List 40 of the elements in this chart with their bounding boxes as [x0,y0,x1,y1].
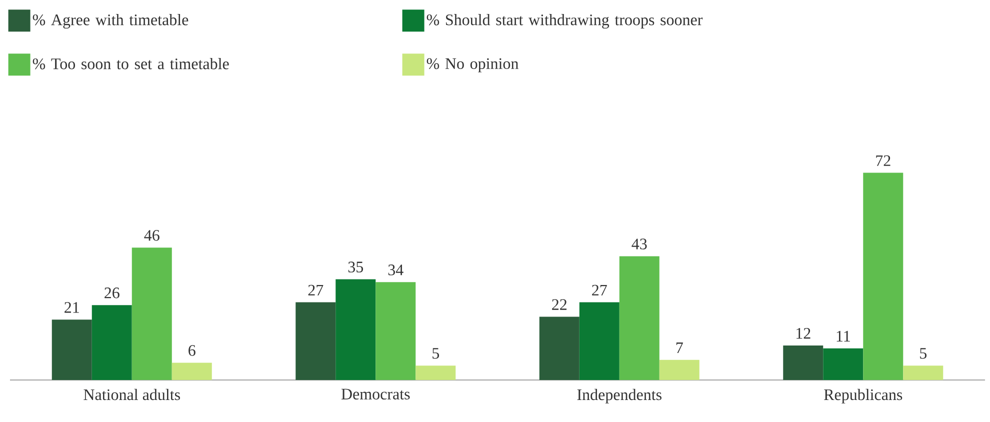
bar [132,248,172,380]
bar [903,366,944,380]
legend-label: % Should start withdrawing troops sooner [426,14,703,29]
bar [336,279,376,380]
x-tick-label: Independents [577,388,662,404]
data-label: 12 [796,328,810,339]
data-label: 27 [308,284,324,296]
data-label: 11 [836,330,850,342]
data-label: 26 [104,288,120,298]
data-label: 5 [920,348,927,359]
data-label: 34 [388,264,404,276]
data-label: 35 [348,262,364,272]
bar [579,302,620,380]
bar [823,348,864,380]
bar [92,305,132,380]
bar [659,360,700,380]
bar [863,172,904,380]
legend-label: % Too soon to set a timetable [32,58,229,70]
bar [619,256,660,380]
data-label: 46 [144,230,160,241]
data-label: 5 [432,348,440,359]
data-label: 21 [64,302,79,313]
bar [172,362,212,380]
bar [783,345,824,380]
bar [539,316,580,380]
data-label: 27 [592,284,607,296]
bar [376,282,416,380]
x-tick-label: National adults [84,388,180,400]
bar [296,302,336,380]
data-label: 22 [552,299,567,310]
data-label: 43 [632,238,647,250]
data-label: 72 [876,155,890,166]
data-label: 7 [676,342,683,353]
legend-label: % No opinion [426,58,518,72]
x-tick-label: Democrats [341,388,410,400]
x-tick-label: Republicans [824,388,902,404]
legend-label: % Agree with timetable [32,14,188,29]
bar [416,366,456,380]
data-label: 6 [188,345,196,356]
bar [52,320,92,380]
